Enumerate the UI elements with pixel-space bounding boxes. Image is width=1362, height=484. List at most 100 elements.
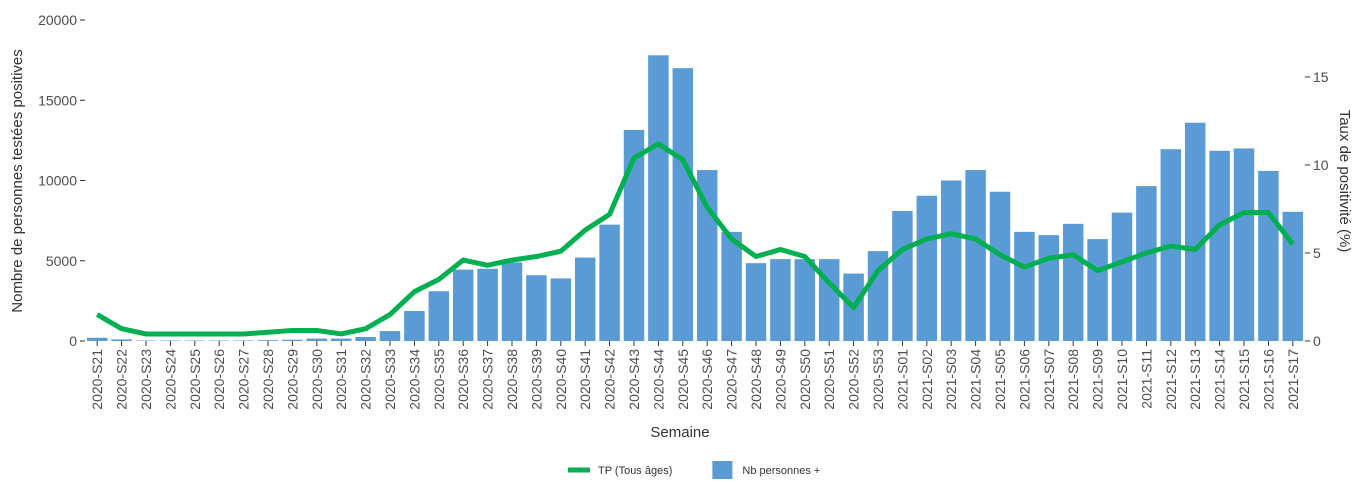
x-tick-label: 2020-S46 [699, 349, 715, 410]
bar [282, 340, 302, 341]
bar [648, 55, 668, 341]
x-tick-label: 2020-S30 [309, 349, 325, 410]
bar [795, 259, 815, 341]
y-tick-label: 10000 [38, 173, 77, 189]
x-tick-label: 2020-S41 [577, 349, 593, 410]
bar [551, 278, 571, 341]
x-tick-label: 2020-S40 [553, 349, 569, 410]
x-tick-label: 2020-S42 [602, 349, 618, 410]
bar [1063, 224, 1083, 341]
bar [307, 339, 327, 341]
bar [673, 68, 693, 341]
x-tick-label: 2020-S52 [846, 349, 862, 410]
x-tick-label: 2020-S38 [504, 349, 520, 410]
x-tick-label: 2020-S51 [821, 349, 837, 410]
x-tick-label: 2021-S13 [1187, 349, 1203, 410]
x-tick-label: 2020-S48 [748, 349, 764, 410]
bar [1185, 123, 1205, 341]
x-tick-label: 2020-S23 [138, 349, 154, 410]
legend-label: Nb personnes + [742, 465, 820, 477]
bar [380, 331, 400, 341]
bar [526, 275, 546, 341]
x-tick-label: 2020-S44 [650, 349, 666, 410]
y2-tick-label: 10 [1313, 157, 1329, 173]
y-tick-label: 15000 [38, 92, 77, 108]
x-tick-label: 2021-S03 [943, 349, 959, 410]
bar [892, 211, 912, 341]
x-tick-label: 2020-S28 [260, 349, 276, 410]
bar [502, 262, 522, 341]
bar [770, 259, 790, 341]
y2-tick-label: 5 [1313, 245, 1321, 261]
x-tick-label: 2020-S50 [797, 349, 813, 410]
x-tick-label: 2020-S27 [236, 349, 252, 410]
x-tick-label: 2021-S10 [1114, 349, 1130, 410]
bar [965, 170, 985, 341]
bar [87, 338, 107, 341]
bar [917, 196, 937, 341]
bar [1039, 235, 1059, 341]
y-axis-title: Nombre de personnes testées positives [9, 49, 26, 312]
legend-label: TP (Tous âges) [598, 465, 672, 477]
y-tick-label: 5000 [46, 253, 77, 269]
bar [331, 339, 351, 341]
x-tick-label: 2021-S02 [919, 349, 935, 410]
bar [111, 339, 131, 341]
bar [819, 259, 839, 341]
bar [1014, 232, 1034, 341]
x-tick-label: 2021-S09 [1090, 349, 1106, 410]
x-tick-label: 2020-S29 [284, 349, 300, 410]
x-tick-label: 2020-S25 [187, 349, 203, 410]
bar [990, 192, 1010, 341]
x-tick-label: 2020-S47 [724, 349, 740, 410]
x-tick-label: 2021-S01 [894, 349, 910, 410]
x-tick-label: 2021-S07 [1041, 349, 1057, 410]
bar [1136, 186, 1156, 341]
x-tick-label: 2020-S34 [406, 349, 422, 410]
bar [1209, 151, 1229, 341]
y2-tick-label: 15 [1313, 69, 1329, 85]
x-tick-label: 2020-S45 [675, 349, 691, 410]
y2-axis-title: Taux de positivité (%) [1336, 110, 1353, 253]
x-tick-label: 2020-S49 [772, 349, 788, 410]
x-tick-label: 2020-S37 [480, 349, 496, 410]
x-tick-label: 2020-S33 [382, 349, 398, 410]
x-tick-label: 2021-S12 [1163, 349, 1179, 410]
x-tick-label: 2020-S24 [162, 349, 178, 410]
bar [258, 340, 278, 341]
bar [1112, 213, 1132, 341]
x-tick-label: 2020-S26 [211, 349, 227, 410]
bar [941, 181, 961, 342]
x-tick-label: 2021-S17 [1285, 349, 1301, 410]
x-tick-label: 2020-S53 [870, 349, 886, 410]
x-tick-label: 2021-S04 [968, 349, 984, 410]
legend-swatch [712, 461, 732, 479]
x-tick-label: 2021-S06 [1016, 349, 1032, 410]
x-axis-title: Semaine [650, 424, 709, 441]
y-tick-label: 0 [69, 333, 77, 349]
bar [404, 311, 424, 341]
bar [429, 291, 449, 341]
x-tick-label: 2021-S15 [1236, 349, 1252, 410]
bar [1087, 239, 1107, 341]
x-tick-label: 2020-S43 [626, 349, 642, 410]
x-tick-label: 2021-S08 [1065, 349, 1081, 410]
x-tick-label: 2021-S11 [1138, 349, 1154, 409]
bar [355, 337, 375, 341]
x-tick-label: 2020-S22 [114, 349, 130, 410]
bar [721, 232, 741, 341]
x-tick-label: 2020-S39 [528, 349, 544, 410]
bar [477, 269, 497, 341]
y-tick-label: 20000 [38, 12, 77, 28]
bar [1258, 171, 1278, 341]
bar [746, 263, 766, 341]
bar [453, 270, 473, 341]
x-tick-label: 2020-S35 [431, 349, 447, 410]
bar [1234, 148, 1254, 341]
x-tick-label: 2020-S36 [455, 349, 471, 410]
bar [575, 258, 595, 341]
x-tick-label: 2020-S31 [333, 349, 349, 410]
y2-tick-label: 0 [1313, 333, 1321, 349]
x-tick-label: 2020-S32 [358, 349, 374, 410]
